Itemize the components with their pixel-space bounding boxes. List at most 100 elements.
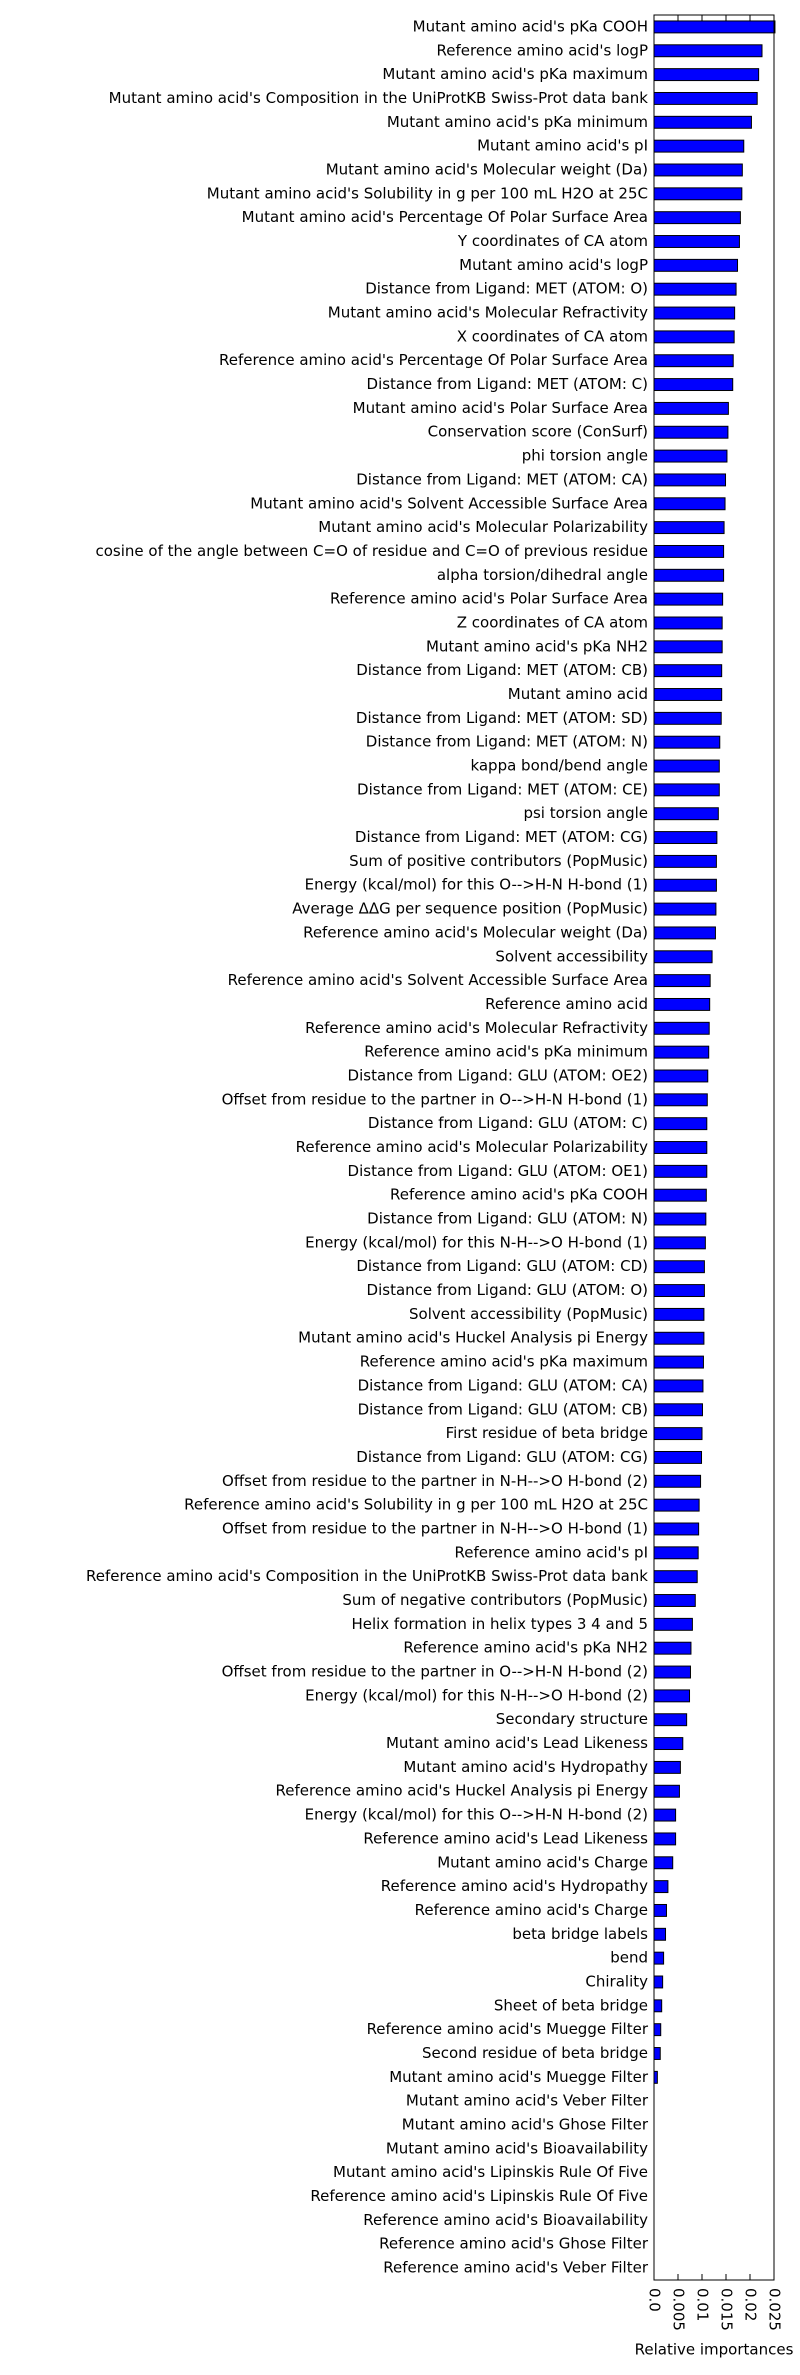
bar — [653, 2047, 661, 2060]
y-tick-label: Sum of positive contributors (PopMusic) — [349, 852, 648, 870]
bar — [653, 497, 726, 511]
y-tick-label: Mutant amino acid's Molecular Refractivi… — [328, 304, 648, 322]
bar — [653, 44, 763, 58]
bar — [653, 139, 745, 153]
bar — [653, 1570, 698, 1584]
y-tick-label: Offset from residue to the partner in O-… — [222, 1663, 648, 1681]
bar — [653, 1832, 677, 1846]
bar — [653, 568, 725, 582]
y-tick-label: Reference amino acid's Solubility in g p… — [184, 1496, 648, 1514]
y-tick-label: Mutant amino acid's pKa COOH — [413, 17, 648, 35]
bar — [653, 926, 716, 940]
plot-frame — [653, 14, 775, 2281]
y-tick-label: Distance from Ligand: GLU (ATOM: OE1) — [348, 1162, 648, 1180]
bar — [653, 258, 739, 272]
y-tick-label: Reference amino acid's Composition in th… — [86, 1567, 648, 1585]
bar — [653, 1117, 708, 1131]
y-tick-label: Distance from Ligand: GLU (ATOM: OE2) — [348, 1066, 648, 1084]
y-tick-label: Energy (kcal/mol) for this O-->H-N H-bon… — [305, 1806, 648, 1824]
bar — [653, 1665, 691, 1679]
y-tick-label: Helix formation in helix types 3 4 and 5 — [351, 1615, 648, 1633]
y-tick-label: Mutant amino acid's Polar Surface Area — [353, 399, 648, 417]
bar — [653, 211, 741, 225]
bar — [653, 1641, 692, 1655]
bar — [653, 68, 760, 82]
y-tick-label: Reference amino acid's Solvent Accessibl… — [228, 971, 648, 989]
y-tick-label: Distance from Ligand: MET (ATOM: SD) — [356, 709, 648, 727]
y-tick-label: Mutant amino acid's pKa minimum — [387, 113, 648, 131]
y-tick-label: kappa bond/bend angle — [470, 757, 648, 775]
y-tick-label: Mutant amino acid's Composition in the U… — [109, 89, 649, 107]
bar — [653, 592, 724, 606]
bar — [653, 163, 743, 177]
y-tick-label: Mutant amino acid's Solvent Accessible S… — [250, 494, 648, 512]
y-tick-label: First residue of beta bridge — [446, 1424, 648, 1442]
y-tick-label: Reference amino acid's Hydropathy — [381, 1877, 648, 1895]
bar — [653, 1284, 705, 1298]
y-tick-label: Mutant amino acid's Veber Filter — [406, 2092, 649, 2110]
bar — [653, 831, 718, 845]
y-tick-label: Mutant amino acid's Solubility in g per … — [207, 184, 648, 202]
bar — [653, 759, 720, 773]
x-tick-label: 0.015 — [718, 2288, 736, 2331]
bar — [653, 950, 713, 964]
bar — [653, 688, 723, 701]
y-tick-label: Energy (kcal/mol) for this N-H-->O H-bon… — [305, 1686, 648, 1704]
y-tick-label: Mutant amino acid's Ghose Filter — [402, 2116, 649, 2134]
y-tick-label: Reference amino acid's Molecular Polariz… — [296, 1138, 648, 1156]
bar — [653, 1307, 705, 1321]
y-tick-label: Solvent accessibility — [495, 947, 648, 965]
y-tick-label: Mutant amino acid's Charge — [437, 1853, 648, 1871]
bar — [653, 854, 717, 868]
bar — [653, 1999, 663, 2013]
y-tick-label: Y coordinates of CA atom — [457, 232, 648, 250]
bar — [653, 306, 736, 320]
y-tick-label: Conservation score (ConSurf) — [428, 423, 648, 441]
y-tick-label: Mutant amino acid's Bioavailability — [386, 2139, 648, 2157]
y-tick-label: Offset from residue to the partner in O-… — [222, 1090, 648, 1108]
y-tick-label: alpha torsion/dihedral angle — [437, 566, 648, 584]
y-tick-label: cosine of the angle between C=O of resid… — [96, 542, 649, 560]
bar — [653, 735, 721, 749]
bar — [653, 1236, 706, 1250]
y-tick-label: Distance from Ligand: GLU (ATOM: CD) — [356, 1257, 648, 1275]
y-tick-label: Reference amino acid's Lipinskis Rule Of… — [310, 2187, 648, 2205]
bar — [653, 1427, 703, 1441]
bar — [653, 2070, 658, 2084]
y-tick-label: Distance from Ligand: MET (ATOM: CE) — [357, 780, 648, 798]
y-tick-label: Distance from Ligand: GLU (ATOM: N) — [367, 1210, 648, 1228]
y-tick-label: Distance from Ligand: GLU (ATOM: CA) — [358, 1376, 648, 1394]
y-tick-label: Mutant amino acid's Molecular Polarizabi… — [318, 518, 648, 536]
bar — [653, 235, 740, 248]
y-tick-label: Sheet of beta bridge — [494, 1996, 648, 2014]
bar — [653, 1927, 667, 1941]
y-tick-label: Offset from residue to the partner in N-… — [222, 1472, 648, 1490]
bar — [653, 664, 723, 678]
y-tick-label: Distance from Ligand: MET (ATOM: O) — [365, 280, 648, 298]
bar — [653, 1784, 680, 1798]
y-tick-label: psi torsion angle — [523, 804, 648, 822]
bar — [653, 1975, 664, 1989]
y-tick-label: Distance from Ligand: GLU (ATOM: CG) — [356, 1448, 648, 1466]
y-tick-label: Mutant amino acid's Lipinskis Rule Of Fi… — [333, 2163, 648, 2181]
bar — [653, 2023, 662, 2037]
y-tick-label: Energy (kcal/mol) for this O-->H-N H-bon… — [305, 876, 648, 894]
bar — [653, 1212, 707, 1226]
bar — [653, 1546, 699, 1560]
y-tick-label: Reference amino acid's Lead Likeness — [363, 1829, 648, 1847]
bar — [653, 354, 734, 368]
y-tick-label: Reference amino acid's pKa COOH — [390, 1186, 648, 1204]
bar — [653, 1498, 700, 1512]
y-tick-label: Solvent accessibility (PopMusic) — [409, 1305, 648, 1323]
bar — [653, 1260, 705, 1274]
bar — [653, 1903, 667, 1917]
bar — [653, 521, 725, 535]
y-tick-label: Mutant amino acid's Hydropathy — [403, 1758, 648, 1776]
bar — [653, 974, 711, 988]
bar — [653, 449, 728, 463]
bar — [653, 1951, 665, 1965]
y-tick-label: Mutant amino acid's Percentage Of Polar … — [242, 208, 648, 226]
bar — [653, 1045, 710, 1059]
y-tick-label: X coordinates of CA atom — [457, 327, 648, 345]
